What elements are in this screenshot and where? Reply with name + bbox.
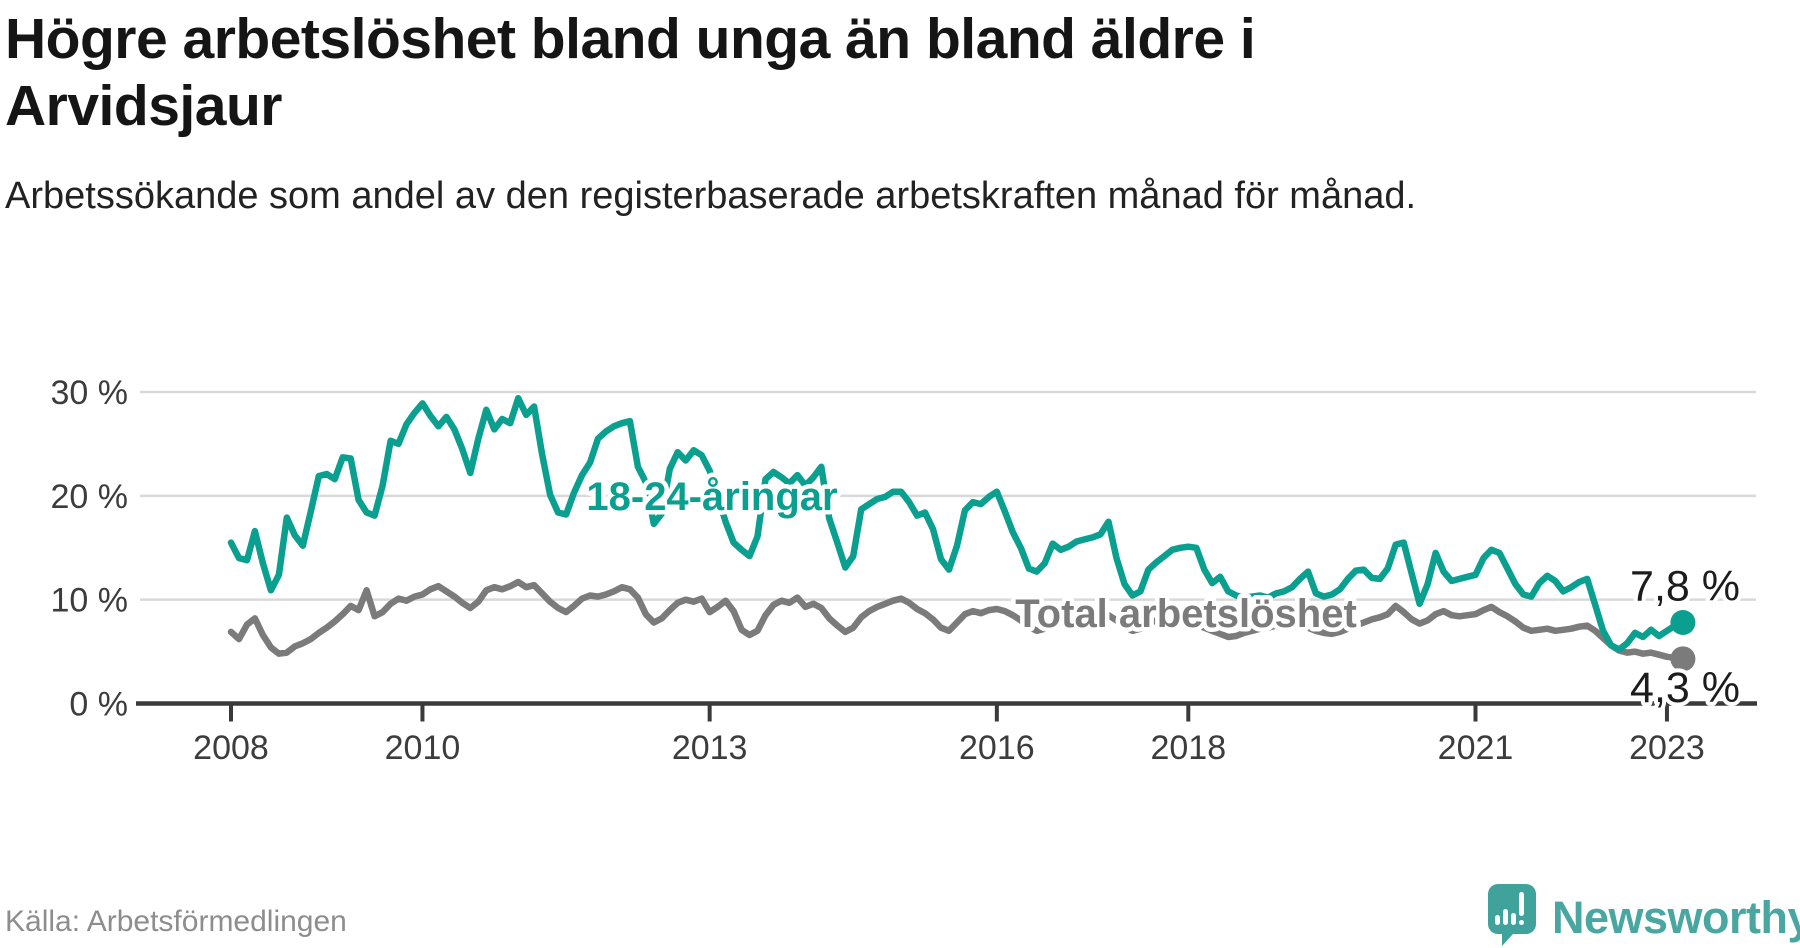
axes-layer: 30 % 20 % 10 % 0 % 2008 2010 2013 2016 2018 2021 2…: [51, 374, 1757, 767]
bar-2: [1503, 909, 1508, 925]
end-markers-layer: 7,8 % 4,3 %: [1626, 559, 1744, 716]
series-layer: [227, 394, 1687, 663]
total-series-label: Total arbetslöshet: [1015, 592, 1357, 636]
y-axis-label-20: 20 %: [51, 478, 129, 516]
newsworthy-brand: Newsworthy: [1488, 884, 1800, 947]
x-axis-label-2018: 2018: [1150, 729, 1226, 767]
y-axis-label-0: 0 %: [69, 686, 128, 724]
exclamation-dot: [1519, 920, 1524, 925]
bar-1: [1495, 915, 1500, 925]
end-dot-1: [1670, 646, 1696, 672]
y-axis-label-10: 10 %: [51, 582, 129, 620]
x-axis-label-2023: 2023: [1629, 729, 1705, 767]
source-credit: Källa: Arbetsförmedlingen: [5, 905, 347, 938]
page-title: Högre arbetslöshet bland unga än bland ä…: [5, 7, 1256, 139]
series-line-0: [227, 394, 1687, 653]
x-axis-label-2016: 2016: [959, 729, 1035, 767]
x-axis-label-2013: 2013: [672, 729, 748, 767]
page-subtitle: Arbetssökande som andel av den registerb…: [5, 175, 1417, 217]
x-axis-label-2010: 2010: [385, 729, 461, 767]
series-annotations: 18-24-åringar Total arbetslöshet: [582, 471, 1361, 641]
bar-3: [1511, 913, 1516, 925]
x-axis-label-2021: 2021: [1438, 729, 1514, 767]
brand-wordmark: Newsworthy: [1552, 892, 1800, 943]
end-dot-0: [1670, 610, 1696, 636]
y-axis-label-30: 30 %: [51, 374, 129, 412]
young-series-label: 18-24-åringar: [586, 475, 837, 519]
newsworthy-speech-bubble-bar-chart-icon: [1488, 884, 1536, 946]
x-axis-label-2008: 2008: [193, 729, 269, 767]
exclamation-stem: [1519, 892, 1524, 916]
end-value-label-0: 7,8 %: [1630, 563, 1740, 611]
series-line-1: [227, 578, 1687, 663]
end-value-label-1: 4,3 %: [1630, 664, 1740, 712]
